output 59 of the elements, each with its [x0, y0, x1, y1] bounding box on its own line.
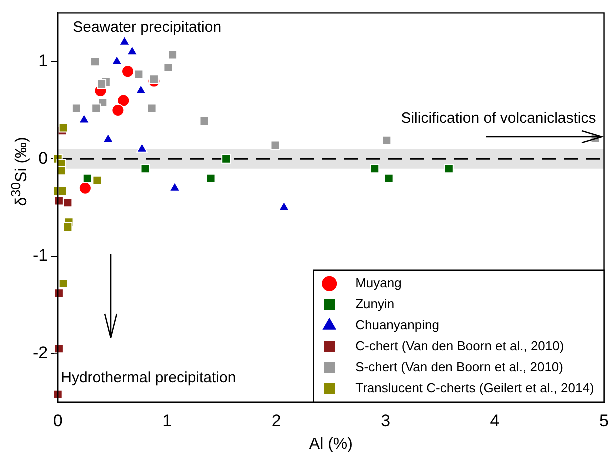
- point: [270, 140, 280, 150]
- y-tick-label: -1: [32, 246, 48, 266]
- point: [112, 104, 125, 117]
- point: [63, 222, 73, 232]
- point: [56, 166, 66, 176]
- point: [72, 104, 82, 114]
- point: [164, 62, 174, 72]
- annotation: Seawater precipitation: [73, 19, 222, 36]
- point: [384, 174, 394, 184]
- legend-label: S-chert (Van den Boorn et al., 2010): [356, 359, 564, 374]
- point: [53, 390, 63, 400]
- point: [82, 174, 92, 184]
- point: [58, 186, 68, 196]
- x-tick-label: 2: [272, 411, 282, 430]
- y-tick-label: 1: [38, 52, 48, 71]
- legend-label: Muyang: [356, 275, 402, 290]
- point: [278, 201, 290, 212]
- y-tick-label: 0: [38, 148, 48, 168]
- point: [92, 176, 102, 186]
- x-tick-label: 0: [53, 411, 63, 430]
- point: [444, 164, 454, 174]
- point: [102, 133, 114, 144]
- point: [78, 182, 92, 195]
- point: [222, 154, 232, 164]
- legend-label: C-chert (Van den Boorn et al., 2010): [356, 338, 564, 354]
- x-axis-title: Al (%): [309, 436, 353, 453]
- point: [149, 74, 159, 84]
- point: [126, 46, 138, 56]
- x-tick-label: 1: [162, 411, 172, 430]
- point: [206, 174, 216, 184]
- point: [140, 164, 150, 174]
- legend-label: Chuanyanping: [356, 317, 440, 332]
- point: [135, 84, 147, 95]
- point: [147, 104, 157, 114]
- annotation: Hydrothermal precipitation: [61, 369, 236, 386]
- point: [92, 104, 102, 114]
- y-tick-label: -2: [32, 343, 48, 362]
- point: [90, 57, 100, 67]
- point: [117, 94, 130, 108]
- point: [63, 198, 73, 208]
- annotation: Silicification of volcaniclastics: [401, 110, 596, 128]
- point: [119, 36, 130, 46]
- point: [122, 65, 135, 78]
- point: [134, 70, 144, 80]
- point: [54, 288, 64, 298]
- legend-label: Translucent C-cherts (Geilert et al., 2014): [356, 380, 594, 396]
- point: [168, 50, 178, 60]
- legend-label: Zunyin: [356, 296, 395, 312]
- x-tick-label: 5: [600, 411, 610, 430]
- x-tick-label: 4: [490, 411, 500, 430]
- point: [58, 123, 68, 133]
- point: [97, 79, 107, 89]
- point: [200, 116, 210, 126]
- point: [54, 344, 64, 354]
- x-tick-label: 3: [381, 411, 391, 430]
- point: [58, 278, 68, 288]
- point: [78, 114, 90, 124]
- point: [370, 164, 380, 174]
- point: [382, 136, 392, 146]
